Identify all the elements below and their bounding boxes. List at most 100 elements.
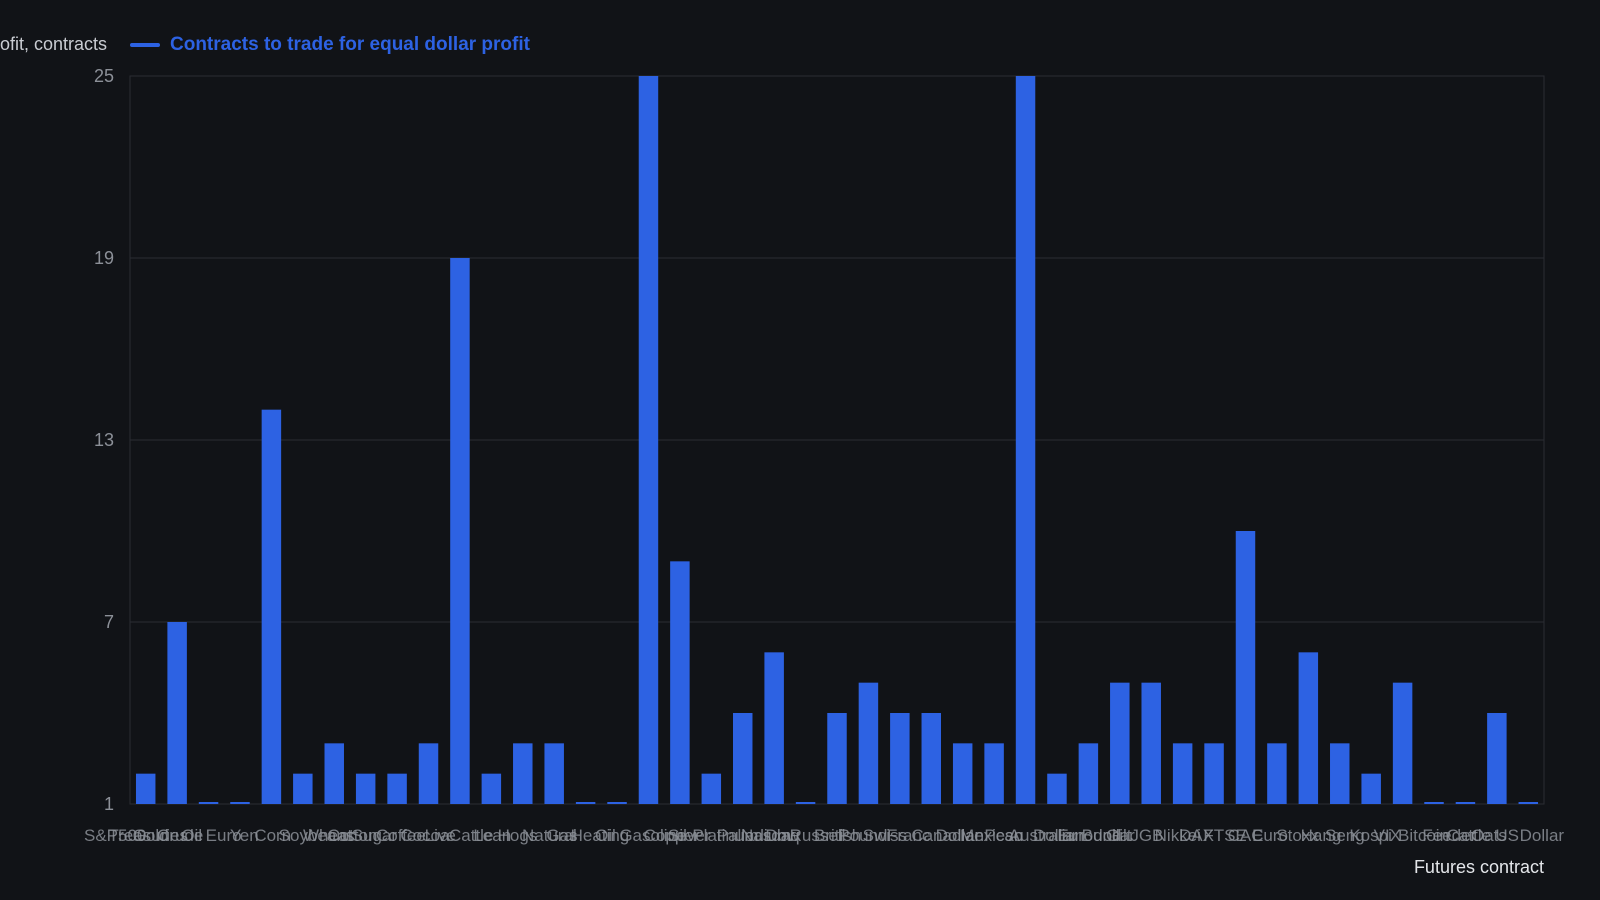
bar (167, 622, 187, 804)
bar (450, 258, 470, 804)
x-tick-label: CAC (1228, 826, 1264, 845)
bar (1518, 802, 1539, 804)
bar (1330, 743, 1350, 804)
bar (481, 773, 502, 804)
x-tick-label: Soybeans (279, 826, 355, 845)
x-tick-label: DAX (1179, 826, 1214, 845)
x-axis-label: Futures contract (1413, 857, 1544, 877)
bar (324, 743, 344, 804)
x-tick-label: Gold (133, 826, 169, 845)
x-tick-label: Eurodollar (1057, 826, 1135, 845)
x-tick-label: Gas (546, 826, 577, 845)
x-tick-label: Pound (838, 826, 887, 845)
y-tick-label: 19 (94, 248, 114, 268)
bar (732, 713, 753, 804)
x-tick-label: Peso (984, 826, 1023, 845)
x-tick-label: Silver (668, 826, 711, 845)
bar (827, 713, 847, 804)
x-tick-label: Corn (254, 826, 291, 845)
x-tick-label: Yen (230, 826, 259, 845)
bar (921, 713, 942, 804)
x-tick-label: Crude (157, 826, 203, 845)
bar (1392, 682, 1413, 804)
x-tick-label: Platinum (692, 826, 758, 845)
y-tick-label: 7 (104, 612, 114, 632)
x-tick-label: Hogs (498, 826, 538, 845)
x-tick-label: Mexican (960, 826, 1023, 845)
bar (198, 802, 219, 804)
bar (764, 652, 784, 804)
x-tick-label: Kospi (1349, 826, 1392, 845)
bar (1235, 531, 1256, 804)
bar (890, 713, 910, 804)
x-tick-label: Palladium (717, 826, 792, 845)
x-tick-label: Heating (571, 826, 630, 845)
x-tick-label: US (1495, 826, 1519, 845)
bar (230, 802, 250, 804)
bar (261, 409, 282, 804)
bar (858, 682, 879, 804)
x-tick-label: Oats (1471, 826, 1507, 845)
x-tick-label: Dollar (1520, 826, 1565, 845)
bar (135, 773, 156, 804)
x-tick-label: Natural (522, 826, 577, 845)
y-tick-label: 1 (104, 794, 114, 814)
x-tick-label: Lean (473, 826, 511, 845)
x-tick-label: Gilt (1106, 826, 1132, 845)
x-tick-label: Swiss (863, 826, 907, 845)
x-tick-label: Cattle (449, 826, 493, 845)
bar (1487, 713, 1507, 804)
bar (544, 743, 564, 804)
y-tick-label: 13 (94, 430, 114, 450)
bar (1078, 743, 1099, 804)
x-tick-label: Russell (790, 826, 846, 845)
x-tick-label: British (814, 826, 861, 845)
x-tick-label: Dollar (936, 826, 981, 845)
bar (387, 773, 407, 804)
bar (1455, 802, 1476, 804)
bar (418, 743, 439, 804)
x-tick-label: Franc (887, 826, 931, 845)
x-tick-label: Nasdaq (741, 826, 800, 845)
x-tick-label: Stoxx (1276, 826, 1319, 845)
x-tick-label: Sugar (352, 826, 398, 845)
bar (1204, 743, 1224, 804)
bar (670, 561, 690, 804)
x-tick-label: Dow (765, 826, 800, 845)
bar (1172, 743, 1193, 804)
x-tick-label: Canadian (911, 826, 984, 845)
legend[interactable]: Contracts to trade for equal dollar prof… (130, 34, 530, 56)
x-tick-label: JGB (1130, 826, 1163, 845)
x-tick-label: VIX (1374, 826, 1401, 845)
bar (1015, 76, 1036, 804)
bar (952, 743, 973, 804)
x-tick-label: Hang (1301, 826, 1342, 845)
x-tick-label: Dollar (1033, 826, 1078, 845)
bar (795, 802, 816, 804)
x-tick-label: Australian (1009, 826, 1085, 845)
x-tick-label: Coffee (376, 826, 426, 845)
y-tick-label: 25 (94, 66, 114, 86)
bar (1298, 652, 1319, 804)
bar (1361, 773, 1381, 804)
x-tick-label: Oil (181, 826, 202, 845)
x-tick-label: Euro (1252, 826, 1288, 845)
x-tick-label: FTSE (1203, 826, 1246, 845)
legend-swatch (130, 43, 160, 47)
x-tick-label: Oil (595, 826, 616, 845)
x-tick-label: S&P500 (84, 826, 146, 845)
bar (1267, 743, 1287, 804)
bar (638, 76, 659, 804)
bar (701, 773, 722, 804)
bar (1424, 802, 1444, 804)
bar (293, 773, 313, 804)
x-tick-label: Copper (644, 826, 700, 845)
bar (513, 743, 533, 804)
bar (575, 802, 596, 804)
x-tick-label: Nikkei (1155, 826, 1201, 845)
x-tick-label: Bitcoin (1398, 826, 1449, 845)
bar (607, 802, 627, 804)
x-tick-label: Cocoa (400, 826, 450, 845)
x-tick-label: Cotton (327, 826, 377, 845)
